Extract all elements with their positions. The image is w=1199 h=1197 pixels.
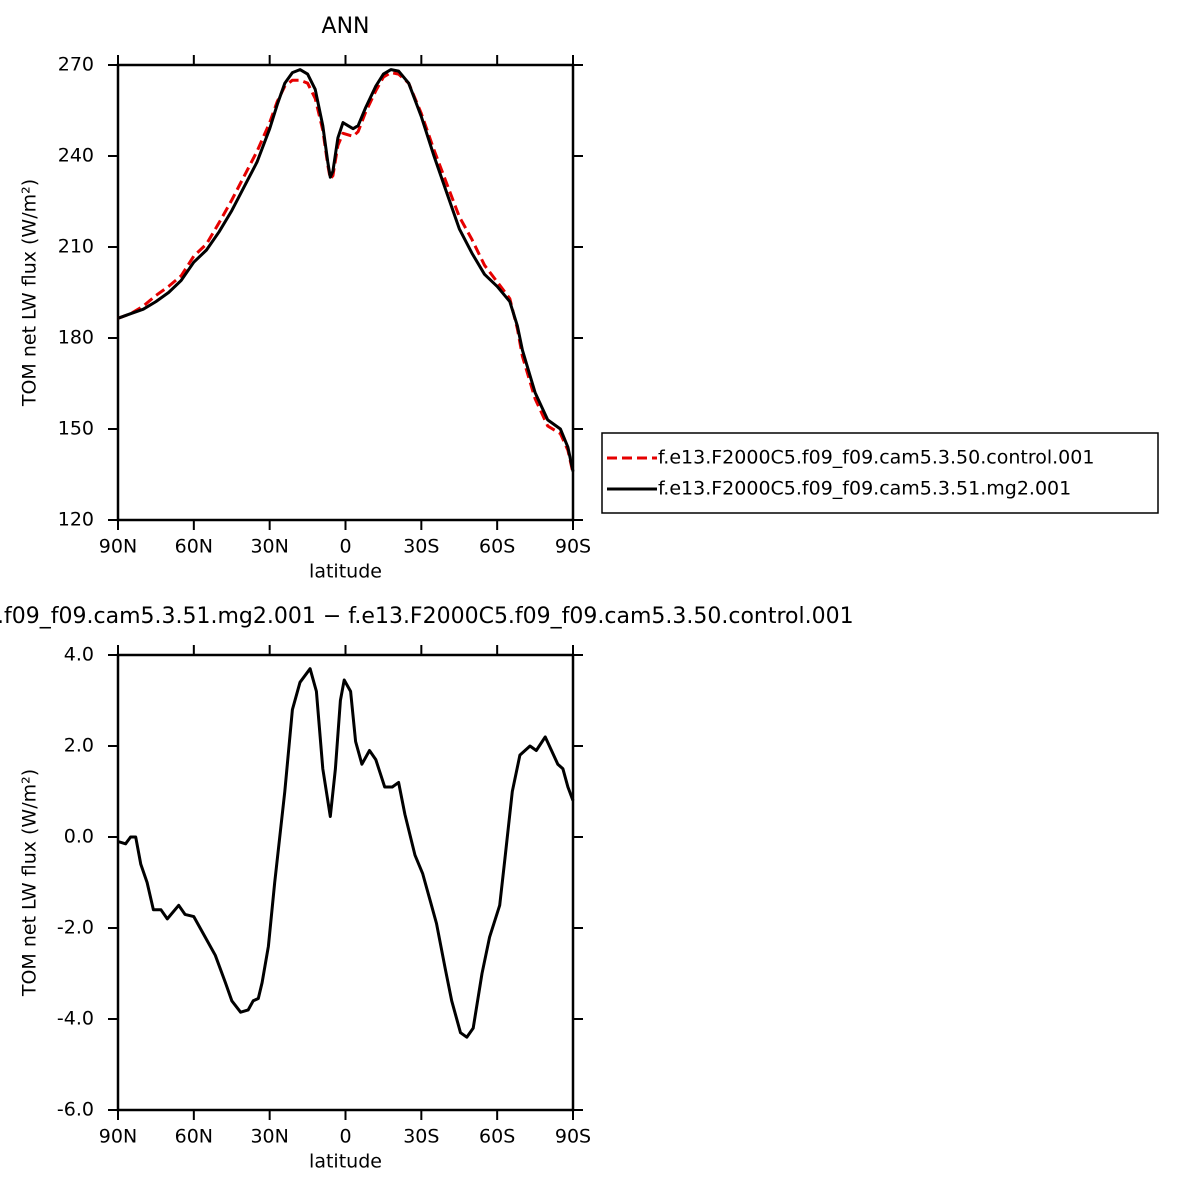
x-tick-label: 30S [403, 1126, 439, 1148]
x-tick-label: 90S [555, 536, 591, 558]
data-line [117, 71, 575, 474]
x-tick-label: 60N [175, 1126, 213, 1148]
y-tick-label: 4.0 [64, 644, 94, 666]
y-tick-label: 2.0 [64, 735, 94, 757]
x-axis-label: latitude [309, 1151, 382, 1173]
x-tick-label: 60S [479, 1126, 515, 1148]
y-tick-label: 210 [58, 236, 94, 258]
y-tick-label: 150 [58, 418, 94, 440]
y-tick-label: -6.0 [57, 1099, 94, 1121]
chart-title: ANN [322, 14, 370, 39]
x-tick-label: 60S [479, 536, 515, 558]
y-tick-label: 120 [58, 509, 94, 531]
y-axis-label: TOM net LW flux (W/m²) [19, 769, 41, 997]
data-line [117, 68, 575, 472]
x-tick-label: 90S [555, 1126, 591, 1148]
y-axis-label: TOM net LW flux (W/m²) [19, 179, 41, 407]
y-tick-label: 180 [58, 327, 94, 349]
x-tick-label: 30N [250, 536, 288, 558]
plot-frame [116, 653, 575, 1112]
y-tick-label: 270 [58, 54, 94, 76]
chart-title: f.e13.F2000C5.f09_f09.cam5.3.51.mg2.001 … [0, 604, 854, 629]
legend-label: f.e13.F2000C5.f09_f09.cam5.3.51.mg2.001 [658, 478, 1071, 500]
legend-box [601, 432, 1159, 514]
legend-label: f.e13.F2000C5.f09_f09.cam5.3.50.control.… [658, 447, 1094, 469]
x-tick-label: 0 [339, 1126, 351, 1148]
x-tick-label: 30S [403, 536, 439, 558]
y-tick-label: 0.0 [64, 826, 94, 848]
x-axis-label: latitude [309, 561, 382, 583]
y-tick-label: -4.0 [57, 1008, 94, 1030]
y-tick-label: -2.0 [57, 917, 94, 939]
x-tick-label: 60N [175, 536, 213, 558]
x-tick-label: 30N [250, 1126, 288, 1148]
x-tick-label: 0 [339, 536, 351, 558]
x-tick-label: 90N [99, 536, 137, 558]
data-line [117, 667, 575, 1039]
x-tick-label: 90N [99, 1126, 137, 1148]
y-tick-label: 240 [58, 145, 94, 167]
